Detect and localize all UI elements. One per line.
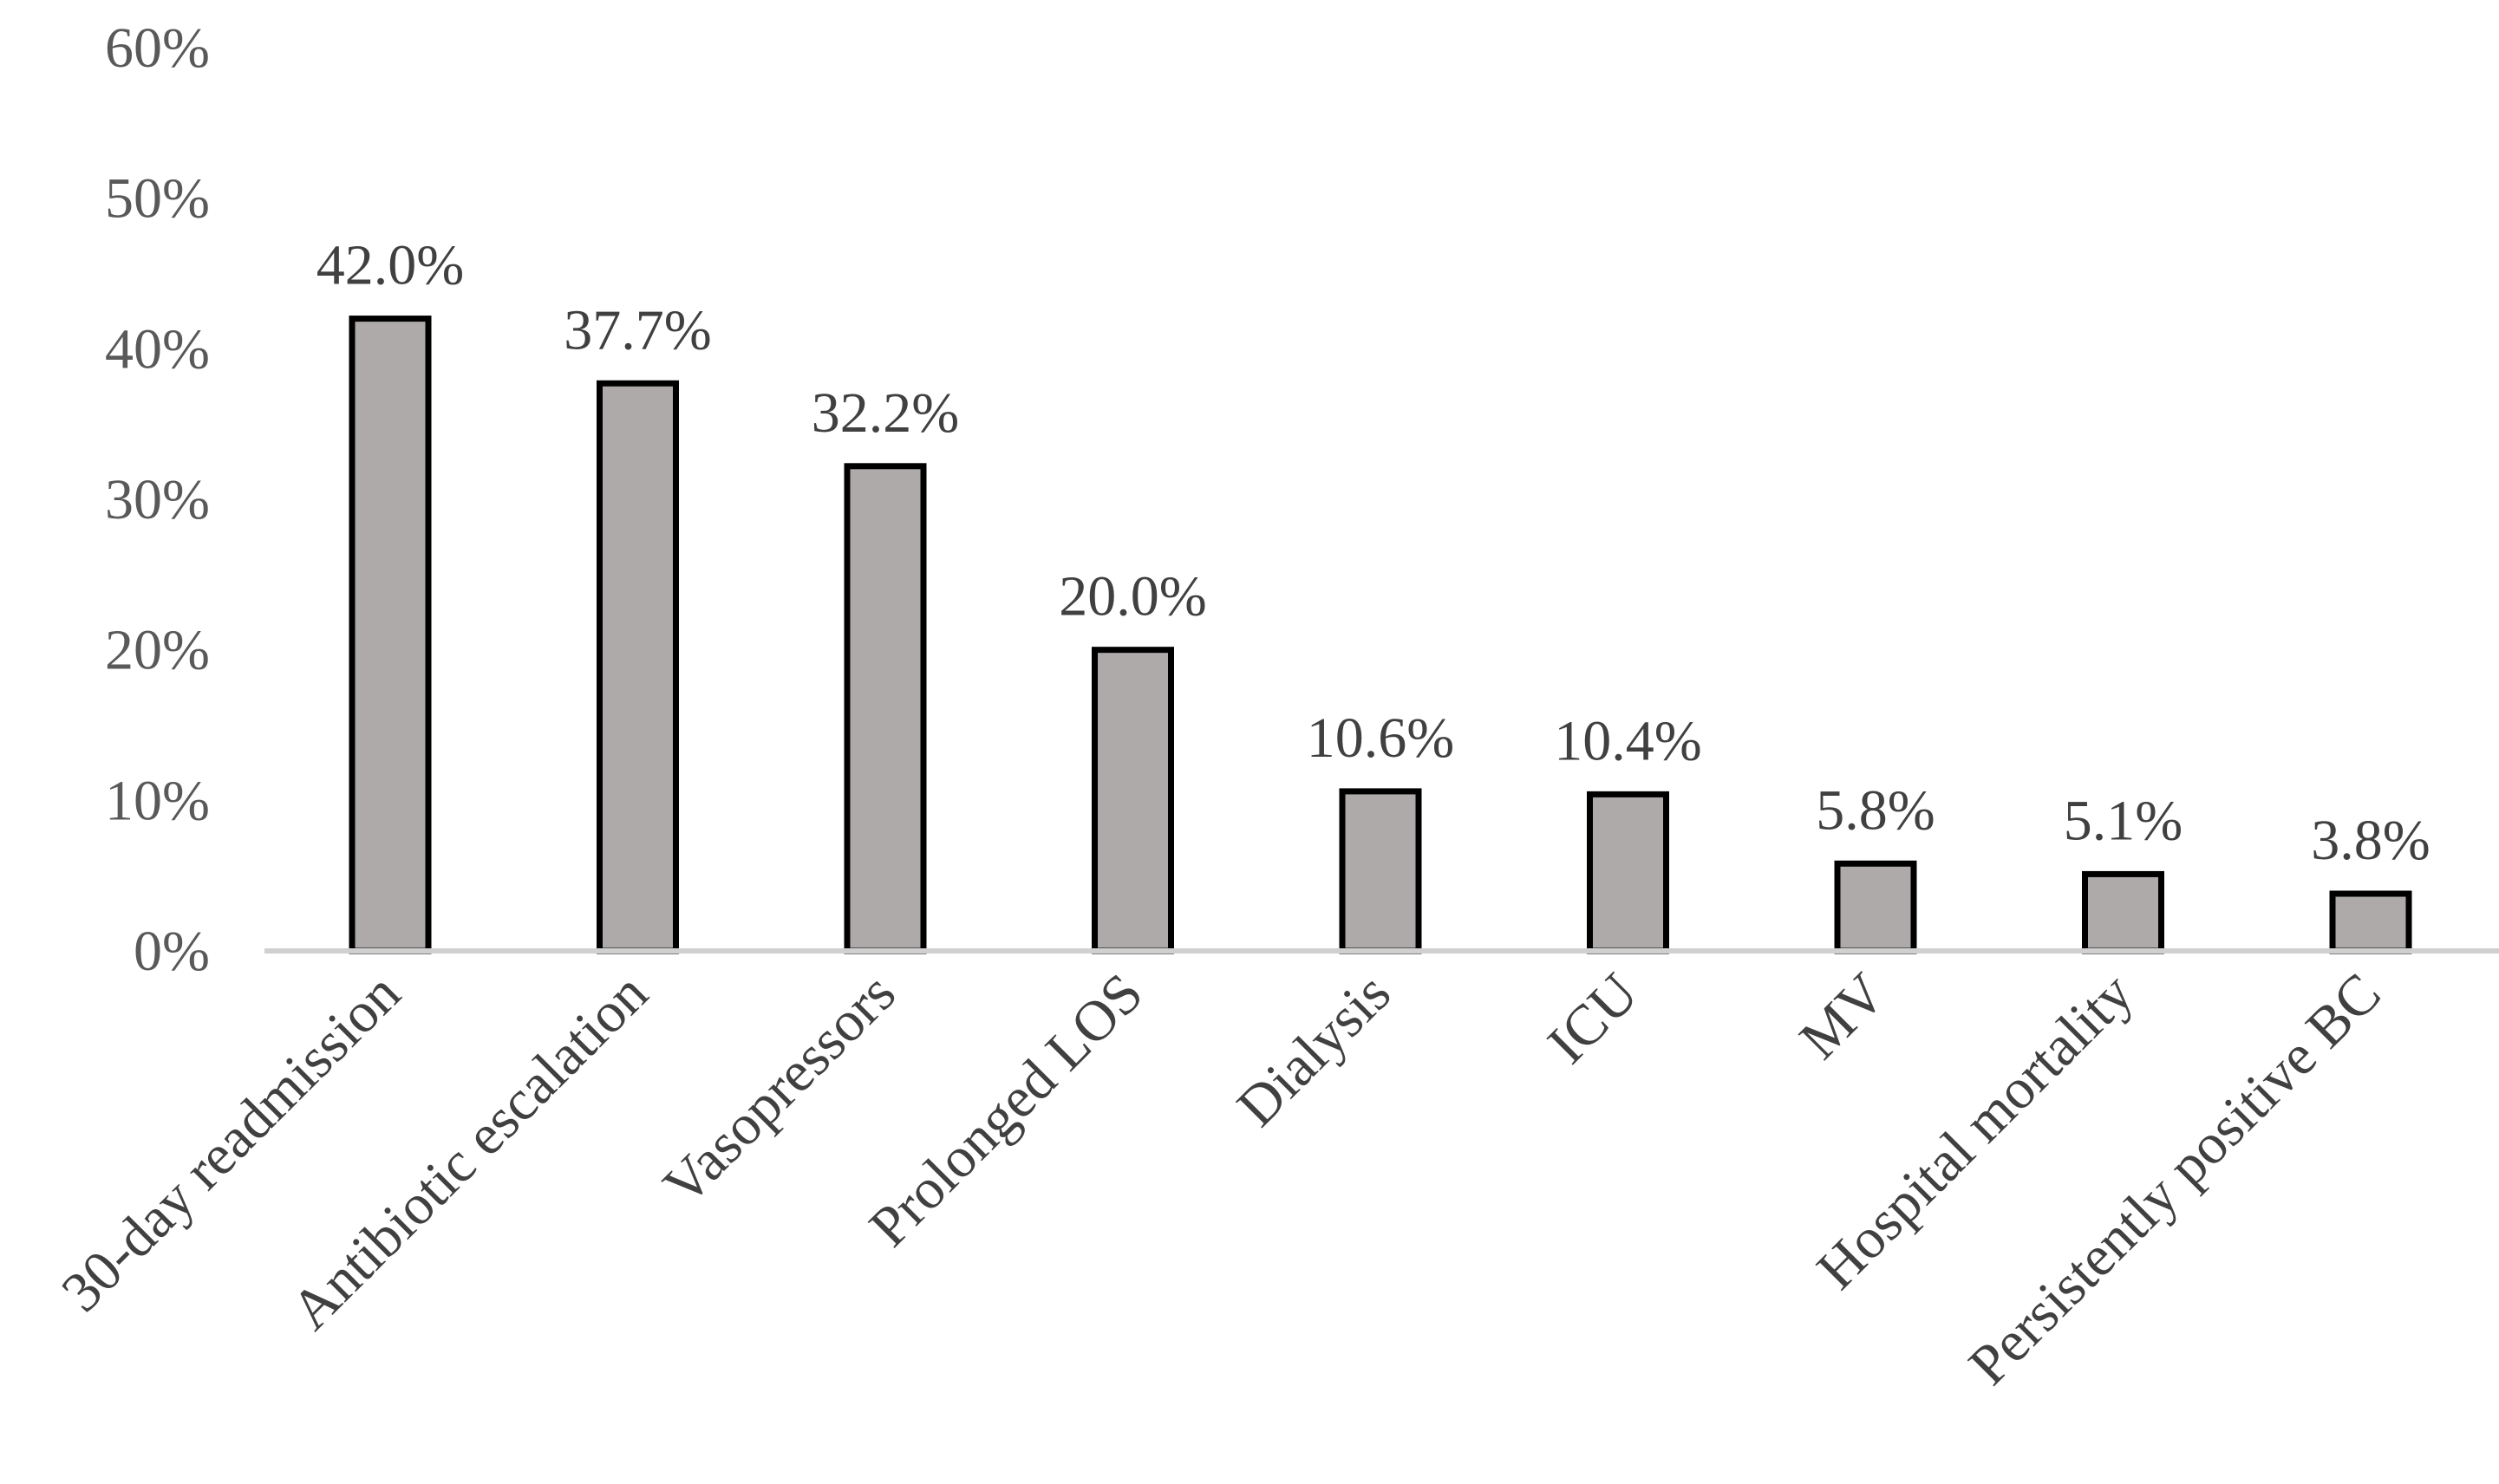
data-label: 32.2% [812,381,959,445]
x-tick-label: Dialysis [1225,961,1403,1139]
x-tick-label: ICU [1536,961,1650,1076]
y-tick-label: 30% [105,468,210,531]
y-tick-label: 0% [134,920,210,983]
bar [1587,791,1669,954]
data-label: 42.0% [316,234,464,297]
bar [1339,788,1422,954]
data-label: 10.6% [1307,706,1454,770]
x-tick-label: MV [1788,961,1898,1071]
x-tick-label: Vasopressors [651,961,907,1217]
y-tick-label: 60% [105,16,210,80]
bar [2329,890,2412,954]
y-tick-label: 40% [105,317,210,381]
y-axis-ticks: 0% 10% 20% 30% 40% 50% 60% [105,16,210,983]
bar [349,316,432,954]
data-label: 10.4% [1554,709,1701,772]
data-label: 3.8% [2311,809,2430,872]
data-labels-group: 42.0% 37.7% 32.2% 20.0% 10.6% 10.4% 5.8% 5.1% 3.… [316,234,2430,872]
y-tick-label: 20% [105,619,210,682]
bars-group [349,316,2412,954]
data-label: 5.8% [1816,778,1935,842]
y-tick-label: 50% [105,167,210,231]
bar [844,463,927,954]
bar [1834,860,1917,954]
bar [597,380,679,954]
bar [2082,870,2164,954]
y-tick-label: 10% [105,769,210,832]
bar [1092,647,1174,954]
data-label: 20.0% [1059,565,1206,628]
data-label: 5.1% [2064,789,2183,852]
x-tick-label: Persistently positive BC [1957,961,2393,1397]
data-label: 37.7% [564,298,711,361]
